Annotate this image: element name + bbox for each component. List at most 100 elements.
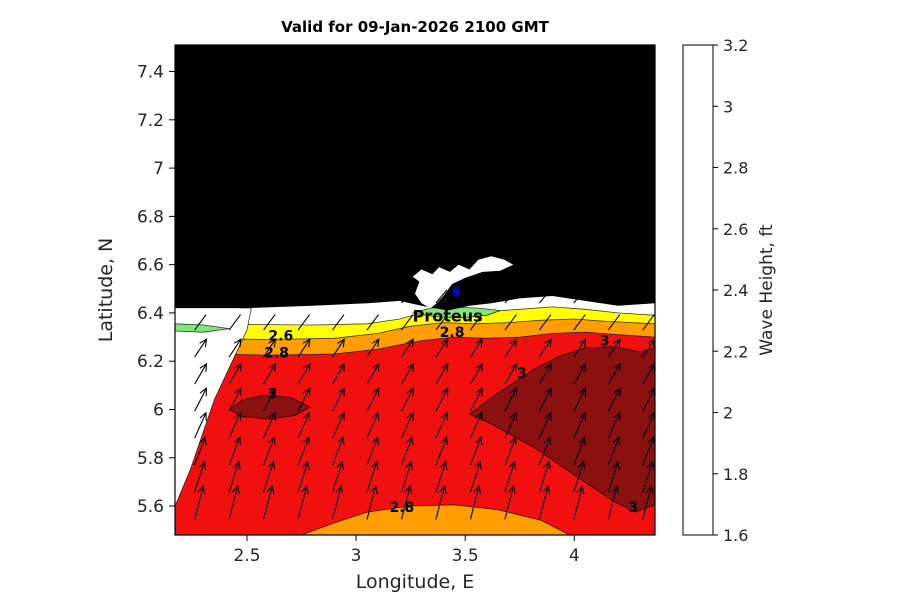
quiver-arrow	[435, 363, 449, 385]
quiver-arrow	[263, 289, 276, 304]
quiver-arrowhead	[613, 338, 621, 348]
quiver-arrowhead	[544, 411, 552, 421]
quiver-arrow	[194, 338, 207, 358]
quiver-arrow	[504, 363, 518, 385]
quiver-arrowhead	[302, 338, 311, 348]
quiver-arrowhead	[337, 338, 345, 348]
quiver-arrow	[538, 314, 552, 331]
quiver-arrow	[366, 486, 377, 520]
quiver-arrowhead	[335, 484, 344, 495]
quiver-arrow	[607, 461, 619, 493]
quiver-arrow	[263, 412, 276, 439]
quiver-arrow	[228, 289, 241, 304]
y-tick-label: 7	[153, 159, 164, 179]
x-axis-label: Longitude, E	[356, 571, 475, 593]
quiver-arrow	[573, 314, 586, 331]
quiver-arrow	[194, 363, 207, 385]
colorbar-tick-label: 2.6	[723, 220, 748, 239]
quiver-arrow	[504, 289, 517, 304]
quiver-arrow	[504, 486, 515, 520]
quiver-arrowhead	[406, 411, 414, 421]
contour-label: 3	[628, 500, 638, 516]
quiver-arrowhead	[199, 387, 207, 397]
quiver-arrow	[194, 289, 207, 304]
colorbar-tick-label: 1.6	[723, 526, 748, 545]
region-blob-small-darkred	[228, 394, 312, 420]
quiver-arrowhead	[438, 484, 447, 495]
quiver-arrowhead	[611, 484, 620, 495]
colorbar-tick-label: 3.2	[723, 36, 748, 55]
x-tick-label: 3	[351, 546, 362, 566]
y-tick-label: 5.8	[137, 449, 164, 469]
colorbar-tick-label: 2.8	[723, 159, 748, 178]
quiver-arrow	[435, 314, 448, 331]
contour-label: 2.6	[268, 329, 293, 345]
quiver-arrowhead	[507, 484, 516, 495]
quiver-arrow	[607, 388, 621, 412]
quiver-arrow	[538, 289, 551, 304]
contour-label: 3	[600, 334, 610, 350]
quiver-arrow	[263, 388, 276, 412]
quiver-arrow	[331, 437, 344, 466]
quiver-arrow	[263, 486, 273, 520]
quiver-arrow	[642, 388, 655, 412]
quiver-arrowhead	[336, 460, 344, 470]
y-axis-label: Latitude, N	[95, 238, 117, 343]
quiver-arrow	[263, 338, 276, 358]
colorbar: 1.6 1.8 2 2.2 2.4 2.6 2.8 3 3.2	[682, 36, 748, 545]
quiver-arrowhead	[404, 484, 413, 495]
quiver-arrowhead	[370, 484, 378, 495]
quiver-arrow	[366, 388, 380, 412]
quiver-arrow	[194, 314, 207, 331]
quiver-arrowhead	[371, 411, 380, 421]
y-tick-label: 6.8	[137, 207, 164, 227]
quiver-arrow	[607, 363, 621, 385]
y-tick-label: 6	[153, 400, 164, 420]
quiver-arrowhead	[509, 338, 518, 348]
quiver-arrow	[504, 461, 516, 493]
quiver-arrow	[228, 314, 242, 331]
colorbar-tick-label: 2	[723, 404, 733, 423]
y-tick-label: 5.6	[137, 497, 164, 517]
quiver-arrowhead	[266, 484, 275, 495]
quiver-arrow	[504, 412, 517, 439]
quiver-arrowhead	[647, 436, 655, 446]
quiver-arrow	[607, 486, 618, 520]
quiver-arrow	[228, 412, 242, 439]
quiver-arrow	[538, 486, 549, 520]
quiver-arrowhead	[613, 362, 621, 372]
quiver-arrow	[435, 388, 449, 412]
quiver-arrowhead	[613, 387, 621, 397]
quiver-arrowhead	[613, 411, 621, 421]
x-tick-label: 3.5	[452, 546, 479, 566]
quiver-arrow	[228, 363, 242, 385]
quiver-arrowhead	[371, 362, 380, 372]
quiver-arrowhead	[268, 338, 277, 348]
quiver-arrow	[435, 461, 447, 493]
quiver-arrowhead	[302, 436, 310, 446]
quiver-arrow	[607, 338, 621, 358]
quiver-arrow	[435, 338, 449, 358]
y-tick-label: 6.6	[137, 256, 164, 276]
quiver-arrowhead	[474, 460, 482, 470]
quiver-arrow	[194, 388, 207, 412]
quiver-arrow	[332, 289, 344, 304]
quiver-arrowhead	[268, 362, 277, 372]
quiver-arrowhead	[301, 460, 310, 470]
region-lagoon	[412, 256, 514, 309]
quiver-arrow	[400, 486, 411, 520]
quiver-arrow	[469, 412, 483, 439]
quiver-arrow	[401, 363, 414, 385]
quiver-arrow	[469, 461, 481, 493]
plot-border	[174, 44, 656, 536]
quiver-arrowhead	[544, 387, 552, 397]
x-tick-label: 2.5	[233, 546, 260, 566]
station-label: Proteus	[413, 306, 483, 325]
quiver-arrow	[435, 486, 446, 520]
quiver-arrowhead	[576, 484, 585, 495]
quiver-arrowhead	[372, 387, 380, 397]
quiver-arrow	[642, 289, 655, 304]
quiver-arrow	[504, 314, 517, 331]
